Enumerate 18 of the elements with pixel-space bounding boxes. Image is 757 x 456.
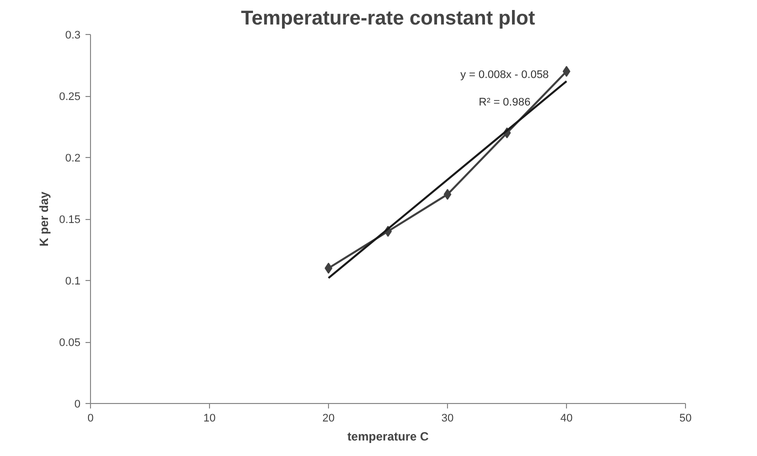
y-tick-label: 0.15 [59,214,81,226]
x-tick-label: 0 [87,412,94,424]
y-tick-label: 0.3 [65,30,81,42]
y-axis-title: K per day [37,191,52,246]
x-tick-label: 40 [560,412,573,424]
annotation: y = 0.008x - 0.058 [460,69,549,82]
x-tick-label: 30 [441,412,454,424]
y-tick-label: 0.2 [65,152,81,164]
x-tick-label: 10 [203,412,216,424]
y-tick-label: 0 [74,398,81,410]
y-tick-label: 0.05 [59,337,81,349]
chart-title: Temperature-rate constant plot [240,8,536,30]
y-tick-label: 0.1 [65,276,81,288]
x-axis-title: temperature C [347,430,430,444]
x-tick-label: 20 [322,412,335,424]
annotation: R² = 0.986 [478,96,530,108]
y-tick-label: 0.25 [59,91,81,103]
x-tick-label: 50 [679,412,692,424]
